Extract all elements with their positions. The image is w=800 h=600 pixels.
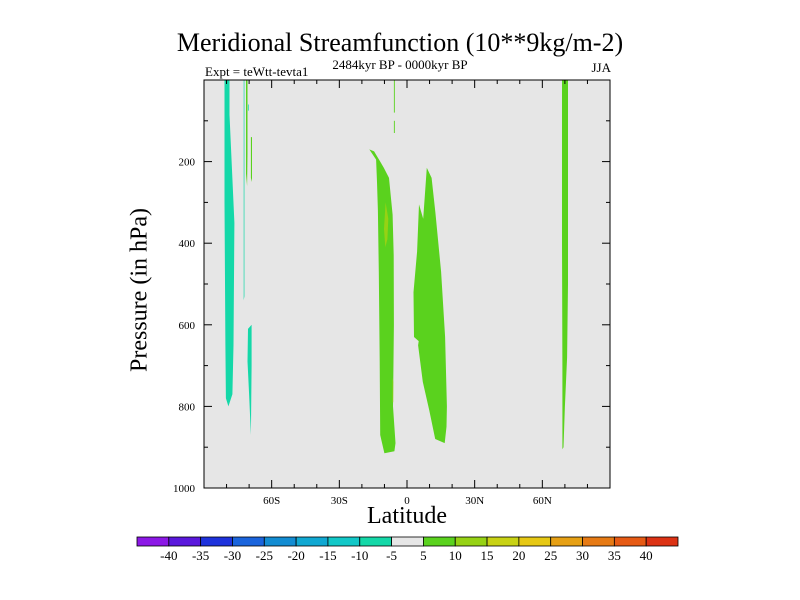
y-tick-label: 800	[179, 401, 196, 413]
time-range-label: 2484kyr BP - 0000kyr BP	[332, 57, 468, 72]
contour-sh-negative-band-4	[247, 324, 252, 435]
colorbar-label: 30	[576, 548, 589, 563]
colorbar-box	[295, 536, 329, 547]
x-tick-label: 60N	[533, 495, 552, 507]
colorbar-label: -40	[160, 548, 177, 563]
y-tick-label: 1000	[173, 483, 196, 495]
colorbar-box	[550, 536, 583, 547]
y-tick-label: 600	[179, 320, 196, 332]
colorbar-box	[391, 536, 424, 547]
x-tick-label: 0	[404, 495, 410, 507]
colorbar-box	[582, 536, 615, 547]
colorbar-label: -30	[224, 548, 241, 563]
y-tick-label: 200	[179, 157, 196, 169]
colorbar-box	[327, 536, 361, 547]
x-tick-label: 30S	[331, 495, 348, 507]
colorbar-box	[200, 536, 233, 547]
contour-nh-positive-band	[562, 80, 568, 450]
colorbar-label: 5	[420, 548, 427, 563]
contour-eq-positive-cell-east	[413, 167, 447, 444]
chart-title: Meridional Streamfunction (10**9kg/m-2)	[176, 28, 624, 57]
colorbar-box	[454, 536, 488, 547]
colorbar-box	[645, 536, 679, 547]
contour-sh-positive-sliver-2	[250, 137, 252, 182]
colorbar-box	[263, 536, 297, 547]
colorbar-label: -35	[192, 548, 209, 563]
colorbar-label: -10	[351, 548, 368, 563]
colorbar-label: 15	[481, 548, 494, 563]
colorbar-label: -5	[386, 548, 397, 563]
colorbar-box	[232, 536, 265, 547]
colorbar-box	[486, 536, 520, 547]
contour-sh-positive-sliver-1	[246, 80, 248, 187]
colorbar-box	[423, 536, 456, 547]
x-tick-label: 60S	[263, 495, 280, 507]
x-axis-label: Latitude	[367, 503, 447, 529]
contour-eq-positive-sliver-top	[393, 80, 395, 113]
colorbar-label: -20	[287, 548, 304, 563]
contour-eq-positive-sliver-mid	[393, 120, 395, 133]
contour-sh-negative-band-3	[248, 104, 249, 111]
colorbar-label: 40	[640, 548, 653, 563]
plot-area	[204, 80, 610, 488]
colorbar-label: 25	[544, 548, 557, 563]
colorbar-box	[359, 536, 392, 547]
colorbar-box	[168, 536, 202, 547]
contour-sh-negative-band-1	[224, 80, 235, 407]
x-tick-label: 30N	[465, 495, 484, 507]
contour-eq-positive-core	[384, 202, 389, 248]
colorbar-label: 20	[512, 548, 525, 563]
colorbar-box	[518, 536, 552, 547]
y-tick-label: 400	[179, 238, 196, 250]
colorbar-box	[613, 536, 647, 547]
colorbar-label: 10	[449, 548, 462, 563]
contour-eq-positive-core-low	[392, 377, 394, 403]
contour-eq-positive-cell-west	[369, 149, 396, 454]
contour-sh-negative-band-2	[243, 80, 245, 301]
colorbar-label: 35	[608, 548, 621, 563]
colorbar-label: -25	[256, 548, 273, 563]
season-label: JJA	[591, 60, 611, 75]
colorbar-label: -15	[319, 548, 336, 563]
colorbar-box	[136, 536, 170, 547]
experiment-label: Expt = teWtt-tevta1	[205, 64, 309, 79]
